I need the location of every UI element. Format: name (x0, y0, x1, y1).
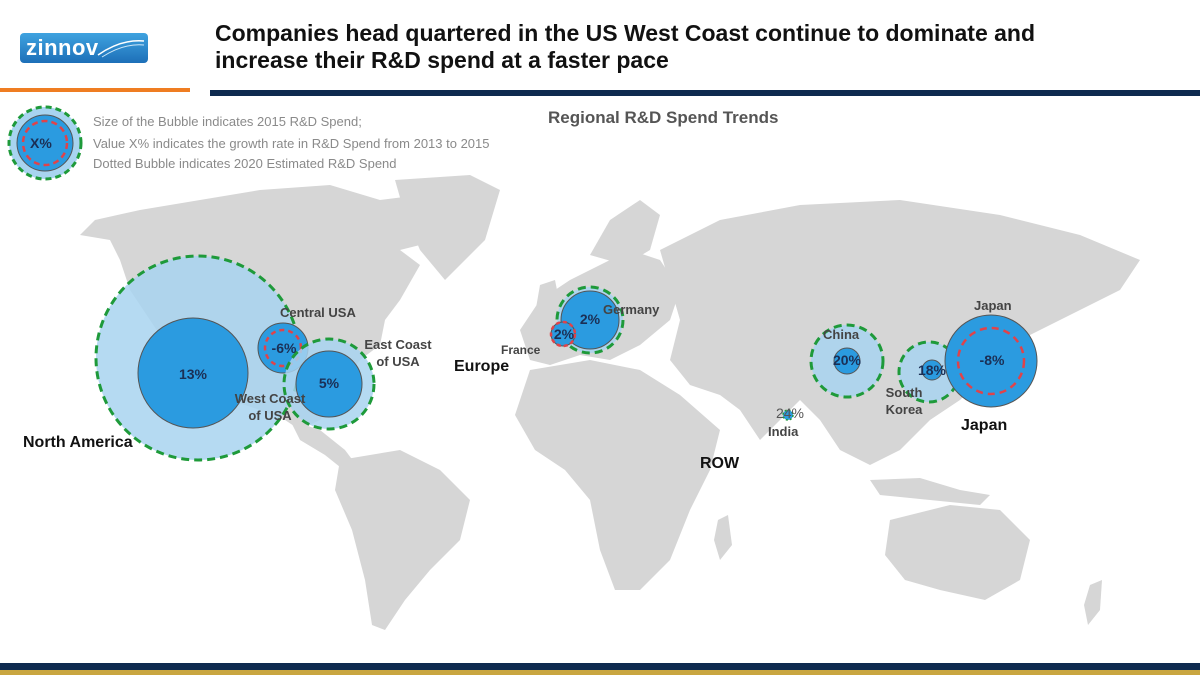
logo-swoosh-icon (97, 40, 145, 58)
zinnov-logo: zinnov (20, 33, 148, 63)
china-label: China (823, 327, 860, 342)
footer-navy-bar (0, 663, 1200, 670)
france-label: France (501, 343, 541, 357)
south-korea-label: South Korea (876, 384, 932, 418)
legend-sample-label: X% (30, 135, 52, 151)
east-coast-label-line-1: East Coast (364, 337, 432, 352)
west-coast-label-line-1: West Coast (234, 391, 306, 406)
east-coast-label-line-2: of USA (376, 354, 420, 369)
japan-bubble-label: Japan (974, 298, 1012, 313)
legend-sample-bubble: X% (6, 104, 86, 189)
navy-divider (210, 90, 1200, 96)
legend-line-2: Value X% indicates the growth rate in R&… (93, 136, 490, 151)
east-coast-value: 5% (318, 375, 340, 391)
india-label: India (768, 424, 799, 439)
africa-landmass (515, 360, 720, 590)
scandinavia-landmass (590, 200, 660, 265)
central-usa-value: -6% (271, 340, 297, 356)
title-line-1: Companies head quartered in the US West … (215, 20, 1036, 46)
germany-label: Germany (603, 302, 660, 317)
bubble-china (809, 323, 885, 399)
japan-value: -8% (979, 352, 1005, 368)
bubble-east-coast (282, 337, 376, 431)
madagascar-landmass (714, 515, 732, 560)
central-usa-label: Central USA (280, 305, 356, 320)
orange-divider (0, 88, 190, 92)
logo-text: zinnov (26, 35, 99, 60)
west-coast-label-line-2: of USA (248, 408, 292, 423)
bubble-france (549, 320, 577, 348)
west-coast-label: West Coast of USA (215, 390, 325, 424)
footer-gold-bar (0, 670, 1200, 675)
south-america-landmass (335, 450, 470, 630)
bubble-india (782, 409, 794, 421)
uk-landmass (536, 280, 560, 318)
slide-title: Companies head quartered in the US West … (215, 20, 1175, 74)
region-europe: Europe (454, 358, 510, 375)
east-coast-label: East Coast of USA (356, 336, 440, 370)
france-value: 2% (553, 326, 575, 342)
map-title: Regional R&D Spend Trends (548, 108, 779, 127)
legend-line-1: Size of the Bubble indicates 2015 R&D Sp… (93, 114, 362, 129)
legend-line-3: Dotted Bubble indicates 2020 Estimated R… (93, 156, 397, 171)
region-row: ROW (700, 455, 740, 472)
south-korea-value: 18% (917, 362, 947, 378)
india-value: 24% (775, 405, 805, 421)
new-zealand-landmass (1084, 580, 1102, 625)
bubble-japan (944, 314, 1038, 408)
greenland-landmass (395, 175, 500, 280)
south-korea-label-line-1: South (885, 385, 923, 400)
region-japan: Japan (961, 417, 1008, 434)
australia-landmass (885, 505, 1030, 600)
germany-value: 2% (579, 311, 601, 327)
west-coast-value: 13% (178, 366, 208, 382)
china-value: 20% (832, 352, 862, 368)
indonesia-landmass (870, 478, 990, 505)
south-korea-label-line-2: Korea (885, 402, 923, 417)
title-line-2: increase their R&D spend at a faster pac… (215, 47, 669, 73)
region-north-america: North America (23, 434, 133, 451)
asia-landmass (660, 200, 1140, 465)
bubble-west-coast (94, 254, 302, 462)
